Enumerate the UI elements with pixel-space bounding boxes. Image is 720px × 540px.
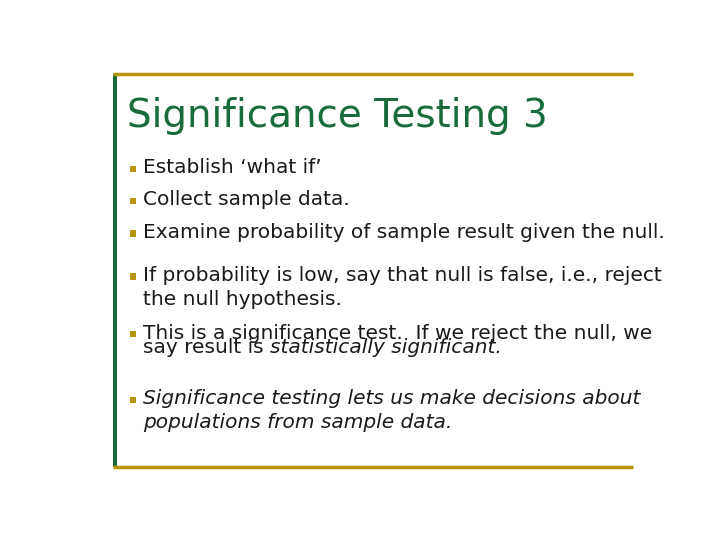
Text: Examine probability of sample result given the null.: Examine probability of sample result giv… <box>143 222 665 242</box>
Text: This is a significance test.  If we reject the null, we: This is a significance test. If we rejec… <box>143 323 652 342</box>
Text: Significance Testing 3: Significance Testing 3 <box>127 97 548 135</box>
Text: Collect sample data.: Collect sample data. <box>143 190 349 210</box>
FancyBboxPatch shape <box>130 273 136 280</box>
Text: If probability is low, say that null is false, i.e., reject
the null hypothesis.: If probability is low, say that null is … <box>143 266 662 309</box>
FancyBboxPatch shape <box>130 331 136 338</box>
Text: say result is: say result is <box>143 338 270 357</box>
Bar <box>113 74 117 467</box>
FancyBboxPatch shape <box>130 231 136 237</box>
Text: statistically significant.: statistically significant. <box>270 338 501 357</box>
FancyBboxPatch shape <box>130 397 136 403</box>
Text: Establish ‘what if’: Establish ‘what if’ <box>143 158 321 177</box>
Text: Significance testing lets us make decisions about
populations from sample data.: Significance testing lets us make decisi… <box>143 389 640 432</box>
FancyBboxPatch shape <box>130 198 136 204</box>
FancyBboxPatch shape <box>130 166 136 172</box>
